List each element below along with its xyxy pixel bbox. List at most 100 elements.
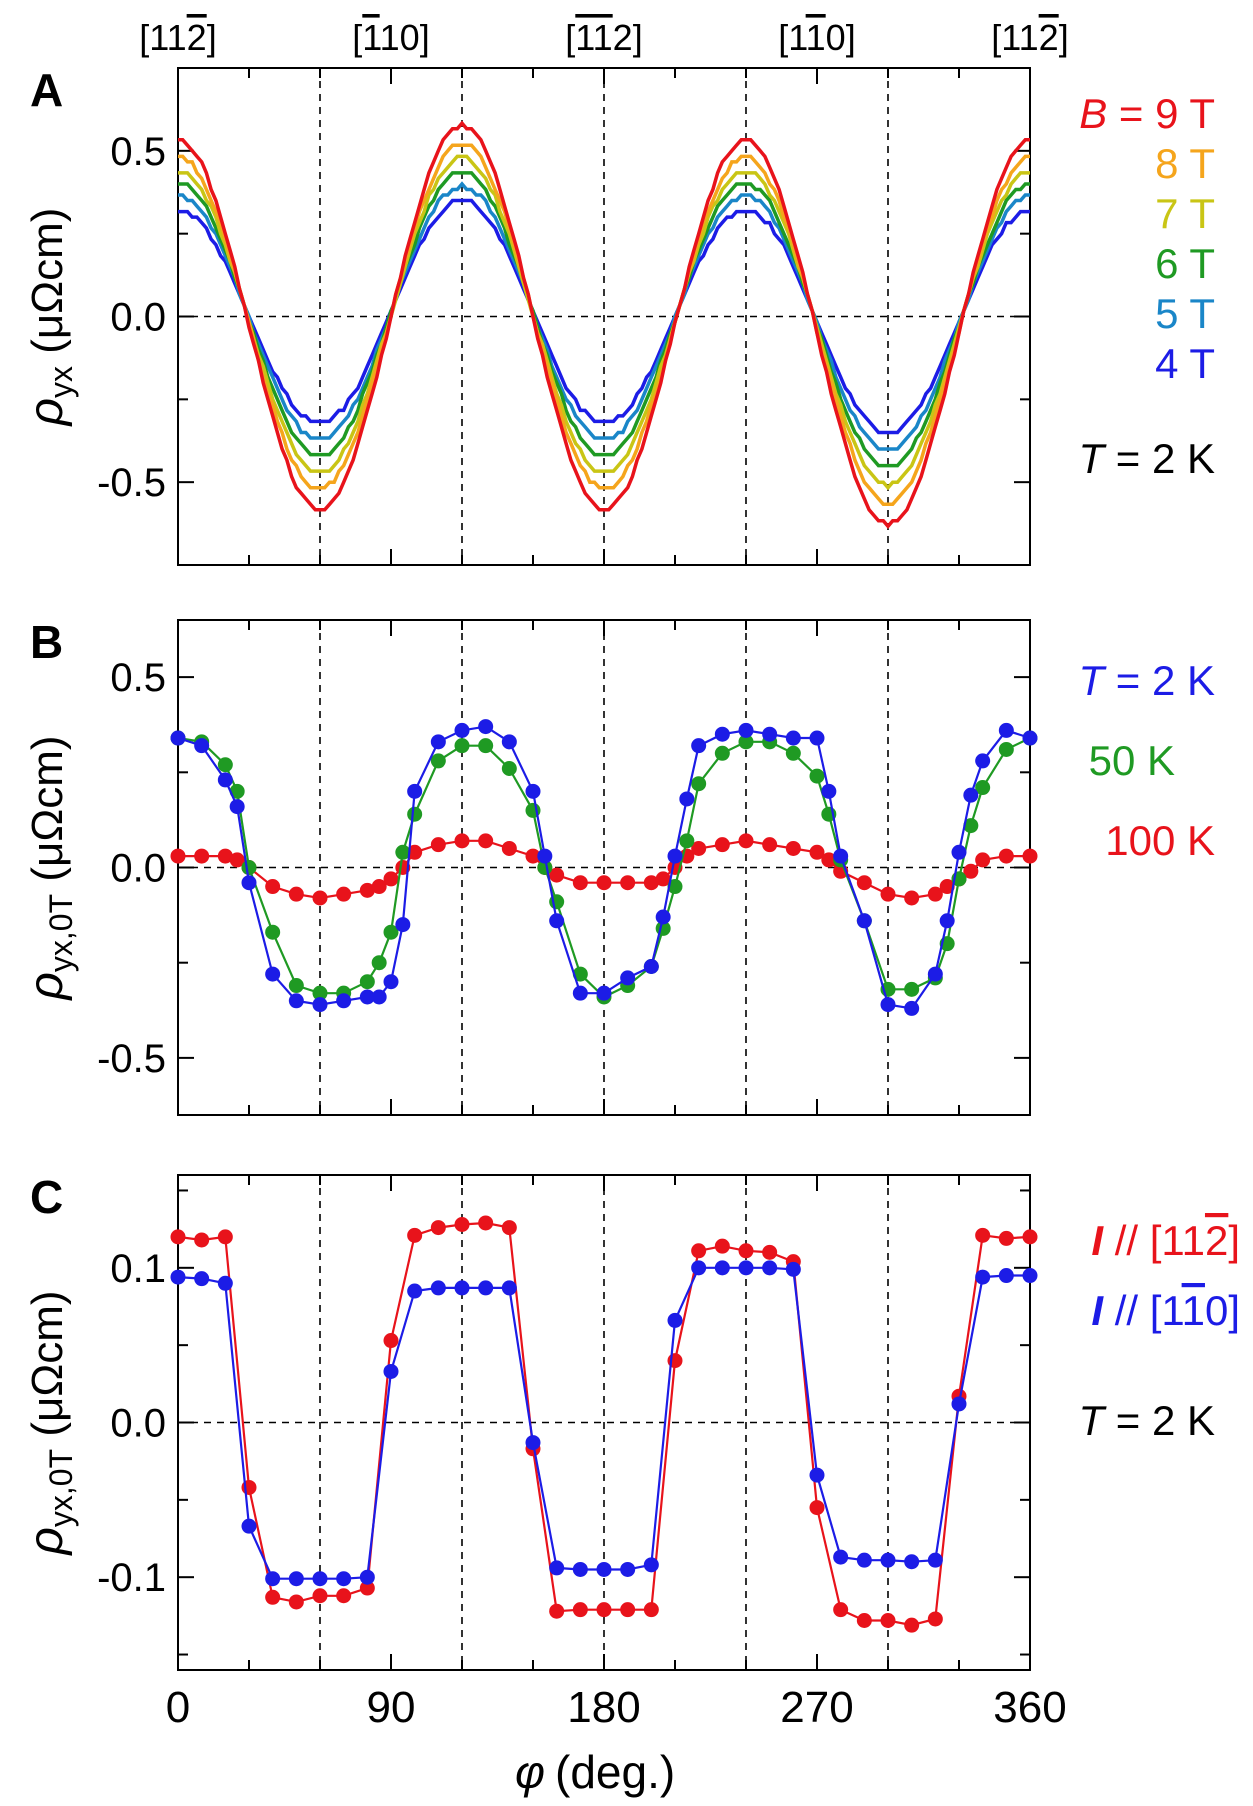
data-point [785,840,801,856]
data-point [904,1000,920,1016]
y-tick-label: 0.0 [110,296,166,340]
data-point [537,848,553,864]
data-point [359,974,375,990]
y-tick-label: 0.0 [110,847,166,891]
y-tick-label: 0.5 [110,656,166,700]
data-point [643,1557,659,1573]
data-point [714,1260,730,1276]
data-point [549,913,565,929]
data-point [572,1561,588,1577]
data-point [371,989,387,1005]
data-point [655,909,671,925]
series-line-100-K [178,839,1030,900]
data-point [170,730,186,746]
data-point [454,1280,470,1296]
data-point [904,1554,920,1570]
data-point [265,1571,281,1587]
data-point [395,917,411,933]
data-point [383,924,399,940]
data-point [312,997,328,1013]
temperature-note: T = 2 K [1078,1397,1215,1444]
x-tick-label: 180 [567,1683,640,1732]
data-point [809,730,825,746]
data-point [454,1217,470,1232]
series-line-2-K [177,725,1031,1010]
temperature-note: T = 2 K [1078,435,1215,482]
y-axis-title: ρyx (μΩcm) [20,208,79,428]
data-point [821,783,837,799]
data-point [265,879,281,895]
data-point [383,871,399,887]
data-point [288,886,304,902]
data-point [691,840,707,856]
data-point [229,783,245,799]
data-point [265,924,281,940]
data-point [691,1260,707,1276]
data-point [998,848,1014,864]
data-point [525,783,541,799]
data-point [963,863,979,879]
data-point [430,1280,446,1296]
panel-letter: C [30,1171,63,1223]
series-line-8-T [178,143,1030,507]
direction-label: [110] [778,17,855,58]
data-point [383,974,399,990]
data-point [714,726,730,742]
data-point [359,1580,375,1596]
data-point [478,719,494,735]
data-point [856,875,872,891]
data-point [927,966,943,982]
data-point [501,734,517,750]
data-point [454,738,470,754]
legend-entry: T = 2 K [1078,657,1215,704]
data-point [738,734,754,750]
data-point [785,730,801,746]
data-point [738,1260,754,1276]
y-axis-title: ρyx,0T (μΩcm) [20,1290,79,1556]
direction-label: [110] [352,17,429,58]
legend-entry: 6 T [1155,240,1215,287]
panel-letter: B [30,616,63,668]
data-point [265,1589,281,1605]
data-point [241,1518,257,1534]
data-point [904,981,920,997]
data-point [880,886,896,902]
data-point [217,1229,233,1245]
data-point [939,879,955,895]
data-point [194,1232,210,1248]
data-point [371,955,387,971]
data-point [998,741,1014,757]
data-point [691,1243,707,1259]
x-tick-label: 90 [367,1683,416,1732]
data-point [407,1283,423,1299]
x-tick-label: 270 [780,1683,853,1732]
data-point [572,875,588,891]
legend-entry: 4 T [1155,340,1215,387]
x-axis-title: φ (deg.) [515,1746,675,1798]
legend-entry: B = 9 T [1079,90,1215,137]
data-point [501,1220,517,1236]
data-point [939,913,955,929]
data-point [655,871,671,887]
data-point [643,1602,659,1618]
data-point [951,844,967,860]
data-point [714,745,730,761]
data-point [975,852,991,868]
data-point [679,833,695,849]
data-point [572,966,588,982]
data-point [407,844,423,860]
series-line-9-T [178,120,1030,529]
data-point [217,848,233,864]
direction-label: [112] [991,17,1068,58]
data-point [454,833,470,849]
x-axis-unit: (deg.) [555,1746,675,1798]
data-point [217,757,233,773]
data-point [963,787,979,803]
data-point [833,848,849,864]
data-point [336,1571,352,1587]
y-tick-label: -0.5 [97,1037,166,1081]
data-point [336,993,352,1009]
data-point [430,837,446,853]
data-point [975,1269,991,1285]
